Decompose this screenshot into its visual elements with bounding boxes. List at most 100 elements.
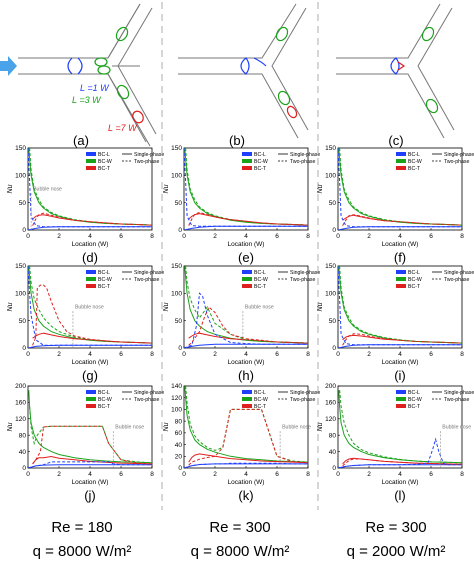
y-axis-label: Nu xyxy=(317,422,324,431)
y-tick-label: 140 xyxy=(171,383,182,390)
y-axis-label: Nu xyxy=(7,422,14,431)
legend-swatch-bc-l xyxy=(396,390,406,394)
series-line-bc-t-single xyxy=(188,213,308,226)
legend-swatch-bc-w xyxy=(242,397,252,401)
legend-swatch-bc-l xyxy=(242,390,252,394)
legend-swatch-bc-l xyxy=(242,270,252,274)
series-line-bc-t-two xyxy=(188,211,308,226)
bubble-nose-annotation: Bubble nose xyxy=(75,305,104,311)
y-tick-label: 100 xyxy=(15,291,26,298)
legend-swatch-bc-t xyxy=(396,166,406,170)
series-line-bc-t-two xyxy=(32,284,152,346)
y-tick-label: 0 xyxy=(178,345,182,352)
x-tick-label: 8 xyxy=(306,351,310,358)
legend-label: Single-phase xyxy=(134,270,164,276)
x-tick-label: 0 xyxy=(336,471,340,478)
y-tick-label: 150 xyxy=(15,145,26,152)
x-tick-label: 8 xyxy=(460,471,464,478)
x-tick-label: 4 xyxy=(88,233,92,240)
series-line-bc-w-two xyxy=(29,266,152,344)
x-tick-label: 6 xyxy=(275,471,279,478)
series-line-bc-t-single xyxy=(342,214,462,226)
chart-h: 0 2 4 6 8 0 50 100 150 Location (W) Nu BC-LBC-WBC-T… xyxy=(163,263,320,383)
condition-re-3: Re = 300 xyxy=(365,519,426,536)
chart-i: 0 2 4 6 8 0 50 100 150 Location (W) Nu BC-LBC-WBC-T… xyxy=(317,263,474,383)
chart-e: 0 2 4 6 8 0 50 100 150 Location (W) Nu BC-LBC-WBC-T… xyxy=(163,145,320,265)
series-line-bc-t-two xyxy=(342,214,462,226)
panel-label-l: (l) xyxy=(394,488,406,503)
series-line-bc-l-two xyxy=(184,462,308,468)
y-tick-label: 150 xyxy=(325,145,336,152)
y-tick-label: 40 xyxy=(19,449,27,456)
x-tick-label: 2 xyxy=(213,351,217,358)
series-line-bc-t-single xyxy=(188,332,308,344)
legend-label: BC-W xyxy=(254,159,268,165)
series-line-bc-t-two xyxy=(32,425,152,465)
legend-swatch-bc-t xyxy=(86,284,96,288)
y-axis-label: Nu xyxy=(317,184,324,193)
legend-label: Single-phase xyxy=(444,390,474,396)
x-tick-label: 0 xyxy=(26,233,30,240)
legend-label: Two-phase xyxy=(134,277,159,283)
legend-swatch-bc-l xyxy=(86,270,96,274)
y-tick-label: 150 xyxy=(15,263,26,270)
y-tick-label: 50 xyxy=(19,318,27,325)
legend-label: BC-L xyxy=(408,390,420,396)
legend-label: BC-T xyxy=(98,404,111,410)
chart-g: 0 2 4 6 8 0 50 100 150 Location (W) Nu BC-LBC-WBC-T… xyxy=(7,263,164,383)
legend-label: Two-phase xyxy=(444,159,469,165)
legend-label: BC-W xyxy=(408,277,422,283)
series-line-bc-t-single xyxy=(32,214,152,226)
x-tick-label: 8 xyxy=(460,233,464,240)
length-label-3: L =7 W xyxy=(108,123,138,133)
y-tick-label: 0 xyxy=(22,465,26,472)
y-tick-label: 150 xyxy=(171,145,182,152)
x-tick-label: 2 xyxy=(57,233,61,240)
series-line-bc-l-two xyxy=(28,266,152,346)
panel-label-d: (d) xyxy=(82,250,98,265)
bubble-nose-annotation: Bubble nose xyxy=(245,305,274,311)
legend-label: Two-phase xyxy=(134,397,159,403)
legend-label: BC-T xyxy=(254,284,267,290)
y-tick-label: 200 xyxy=(325,383,336,390)
y-tick-label: 100 xyxy=(171,291,182,298)
x-tick-label: 8 xyxy=(460,351,464,358)
x-tick-label: 8 xyxy=(306,471,310,478)
legend-swatch-bc-w xyxy=(396,159,406,163)
legend-label: Two-phase xyxy=(134,159,159,165)
y-tick-label: 50 xyxy=(19,200,27,207)
y-tick-label: 100 xyxy=(171,173,182,180)
panel-label-c: (c) xyxy=(388,133,403,148)
x-tick-label: 2 xyxy=(213,233,217,240)
legend-label: BC-L xyxy=(98,270,110,276)
y-tick-label: 150 xyxy=(325,263,336,270)
legend-label: BC-T xyxy=(254,404,267,410)
schematic-c xyxy=(336,3,455,139)
legend-label: BC-W xyxy=(408,397,422,403)
legend-swatch-bc-w xyxy=(396,397,406,401)
bubble-nose-annotation: Bubble nose xyxy=(33,187,62,193)
x-axis-label: Location (W) xyxy=(228,479,265,486)
x-tick-label: 0 xyxy=(182,233,186,240)
x-tick-label: 8 xyxy=(306,233,310,240)
y-tick-label: 0 xyxy=(22,227,26,234)
x-tick-label: 4 xyxy=(88,471,92,478)
series-line-bc-t-single xyxy=(188,453,308,464)
y-tick-label: 80 xyxy=(19,432,27,439)
legend-label: BC-L xyxy=(254,390,266,396)
y-tick-label: 0 xyxy=(178,227,182,234)
y-axis-label: Nu xyxy=(163,422,170,431)
condition-re-1: Re = 180 xyxy=(51,519,112,536)
legend-swatch-bc-t xyxy=(242,284,252,288)
legend-label: BC-T xyxy=(98,284,111,290)
y-tick-label: 50 xyxy=(329,200,337,207)
condition-re-2: Re = 300 xyxy=(209,519,270,536)
condition-q-3: q = 2000 W/m² xyxy=(347,543,446,560)
series-line-bc-l-two xyxy=(28,461,152,468)
legend-swatch-bc-w xyxy=(242,159,252,163)
legend-swatch-bc-t xyxy=(242,166,252,170)
series-line-bc-t-two xyxy=(342,333,462,346)
series-line-bc-w-two xyxy=(339,266,462,344)
